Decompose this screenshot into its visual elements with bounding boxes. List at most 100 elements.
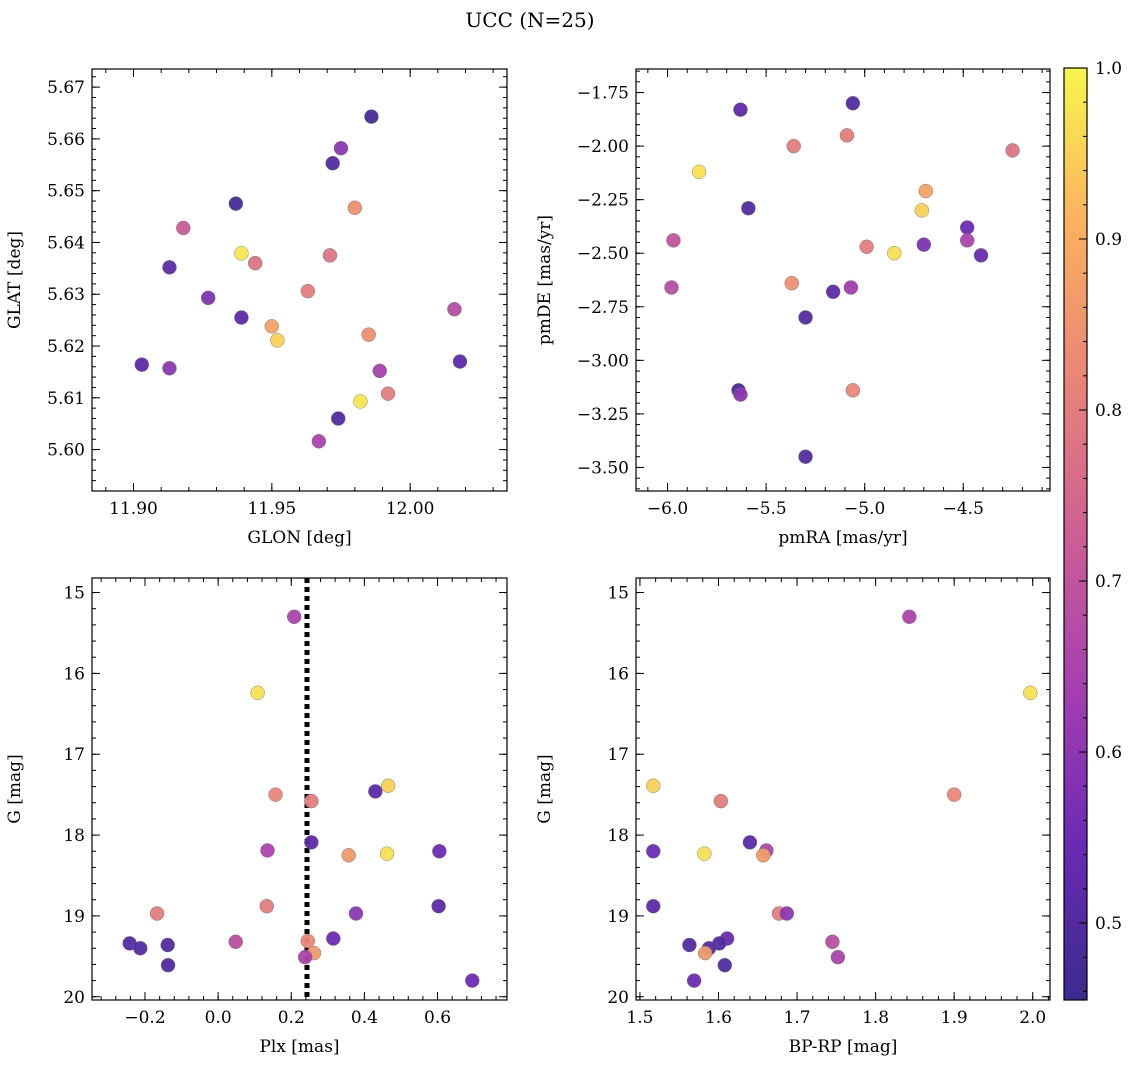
x-tick-label: 1.5 [626,1008,653,1028]
data-point [364,109,379,124]
data-point [322,248,338,263]
data-point [741,201,756,216]
scatter-points [134,109,468,449]
data-point [786,138,801,154]
x-tick-label: 0.6 [424,1008,451,1028]
data-point [341,848,356,863]
colorbar-frame [1063,67,1088,1001]
data-point [825,284,841,299]
y-tick-label: −3.00 [577,351,629,371]
data-point [260,843,275,858]
data-point [149,906,165,921]
data-point [666,233,681,248]
data-point [361,327,376,342]
data-point [973,248,989,263]
colorbar-tick-label: 0.7 [1095,572,1122,592]
data-point [270,333,285,348]
x-tick-label: 11.90 [109,499,158,519]
data-point [713,793,729,809]
data-point [946,787,962,802]
data-point [686,973,702,988]
data-point [325,156,340,171]
figure-title: UCC (N=25) [465,8,594,32]
data-point [914,203,930,218]
y-tick-label: 19 [63,907,85,927]
data-point [228,934,243,949]
x-tick-label: 0.0 [205,1008,232,1028]
data-point [742,835,758,850]
plot-frame [635,577,1051,1001]
data-point [697,846,712,861]
data-point [162,361,177,376]
data-point [250,685,265,700]
y-tick-label: 17 [607,745,629,765]
data-point [691,164,707,180]
data-point [304,835,319,850]
data-point [368,784,383,799]
data-point [756,848,771,863]
data-point [333,141,349,156]
data-point [646,899,661,914]
data-point [1023,685,1038,700]
data-point [784,276,799,291]
data-point [845,96,861,111]
scatter-points [646,609,1038,988]
y-tick-label: 18 [607,826,629,846]
panels: 11.90 11.95 12.00 5.60 5.61 5.62 5.63 5.64 5.65 5… [5,68,1051,1057]
data-point [859,239,874,254]
panel-plx-g: −0.2 0.0 0.2 0.4 0.6 15 16 17 18 19 20 Plx [mas] G [… [5,577,508,1057]
data-point [162,260,177,275]
data-point [300,283,315,299]
x-tick-label: 1.9 [941,1008,968,1028]
colorbar-tick-label: 0.9 [1095,230,1122,250]
data-point [248,255,263,271]
data-point [465,973,480,988]
data-point [326,931,341,946]
data-point [432,844,447,859]
y-tick-label: −2.75 [577,298,629,318]
x-tick-label: 11.95 [247,499,296,519]
scatter-points [664,96,1020,464]
data-point [717,958,732,973]
data-point [447,302,462,317]
data-point [431,899,446,914]
data-point [134,357,150,372]
data-point [452,354,468,369]
x-axis-label: Plx [mas] [259,1037,339,1057]
data-point [380,778,396,793]
data-point [830,949,846,965]
plot-frame [91,577,508,1001]
data-point [264,319,280,334]
x-axis-label: pmRA [mas/yr] [778,528,907,548]
data-point [798,449,813,464]
y-axis-label: pmDE [mas/yr] [535,215,555,345]
y-tick-label: 19 [607,907,629,927]
data-point [379,846,395,861]
x-tick-label: −5.0 [844,499,885,519]
y-tick-label: 5.60 [47,441,85,461]
data-point [839,128,855,143]
data-point [331,411,346,426]
y-axis-label: GLAT [deg] [5,231,25,329]
data-point [845,383,861,398]
x-tick-label: 1.8 [862,1008,889,1028]
y-tick-label: 18 [63,826,85,846]
y-tick-label: 15 [63,584,85,604]
data-point [176,220,191,236]
data-point [353,394,368,409]
data-point [234,310,249,325]
data-point [234,246,249,261]
x-tick-label: 1.6 [705,1008,732,1028]
colorbar-tick-label: 0.6 [1095,743,1122,763]
colorbar-tick-label: 0.8 [1095,401,1122,421]
x-tick-label: −6.0 [647,499,688,519]
x-tick-label: −4.5 [943,499,984,519]
panel-pm: −6.0 −5.5 −5.0 −4.5 −3.50 −3.25 −3.00 −2.75 −2.5… [535,68,1051,548]
y-axis-label: G [mag] [5,754,25,823]
x-tick-label: −5.5 [745,499,786,519]
data-point [843,280,859,295]
panel-glon-glat: 11.90 11.95 12.00 5.60 5.61 5.62 5.63 5.64 5.65 5… [5,68,508,548]
data-point [259,899,274,914]
y-tick-label: −2.25 [577,191,629,211]
